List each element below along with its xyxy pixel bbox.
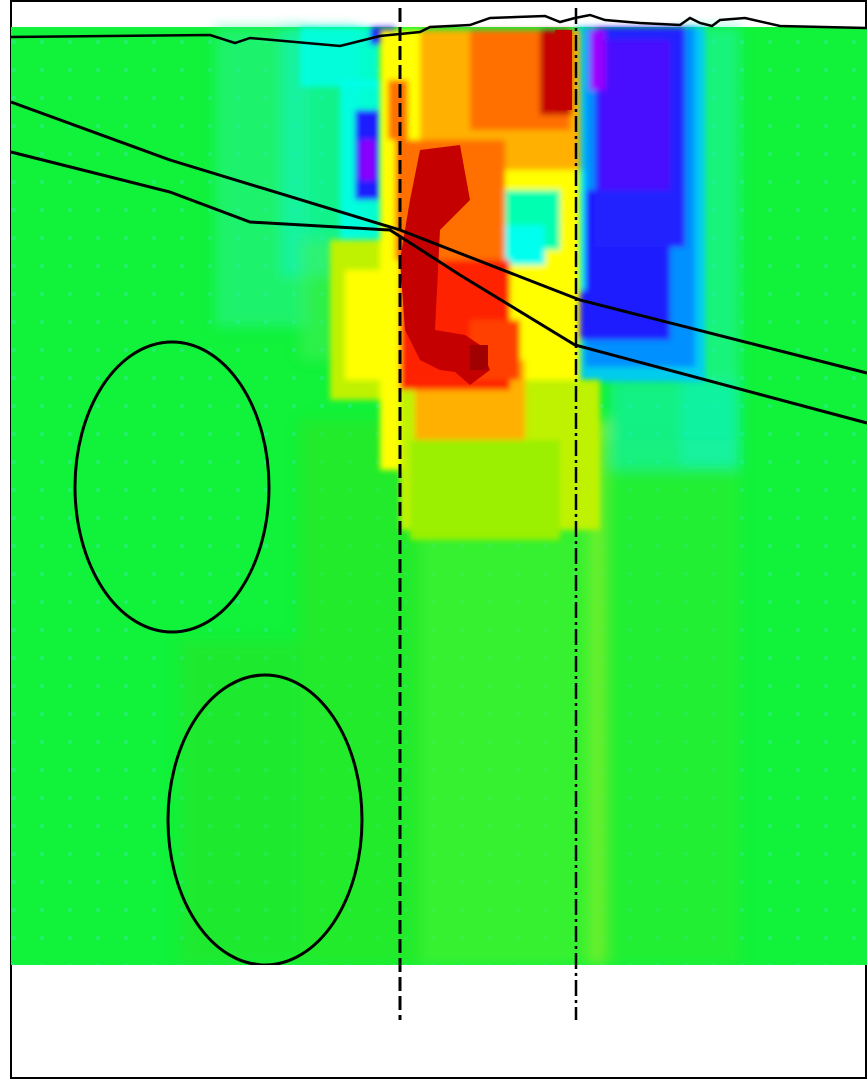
core-anomaly xyxy=(400,30,572,385)
high-resistivity-anomaly xyxy=(330,30,600,540)
cavity-outline-upper xyxy=(73,340,271,634)
lower-blank-band xyxy=(12,965,865,1077)
ground-surface-line xyxy=(10,13,867,48)
